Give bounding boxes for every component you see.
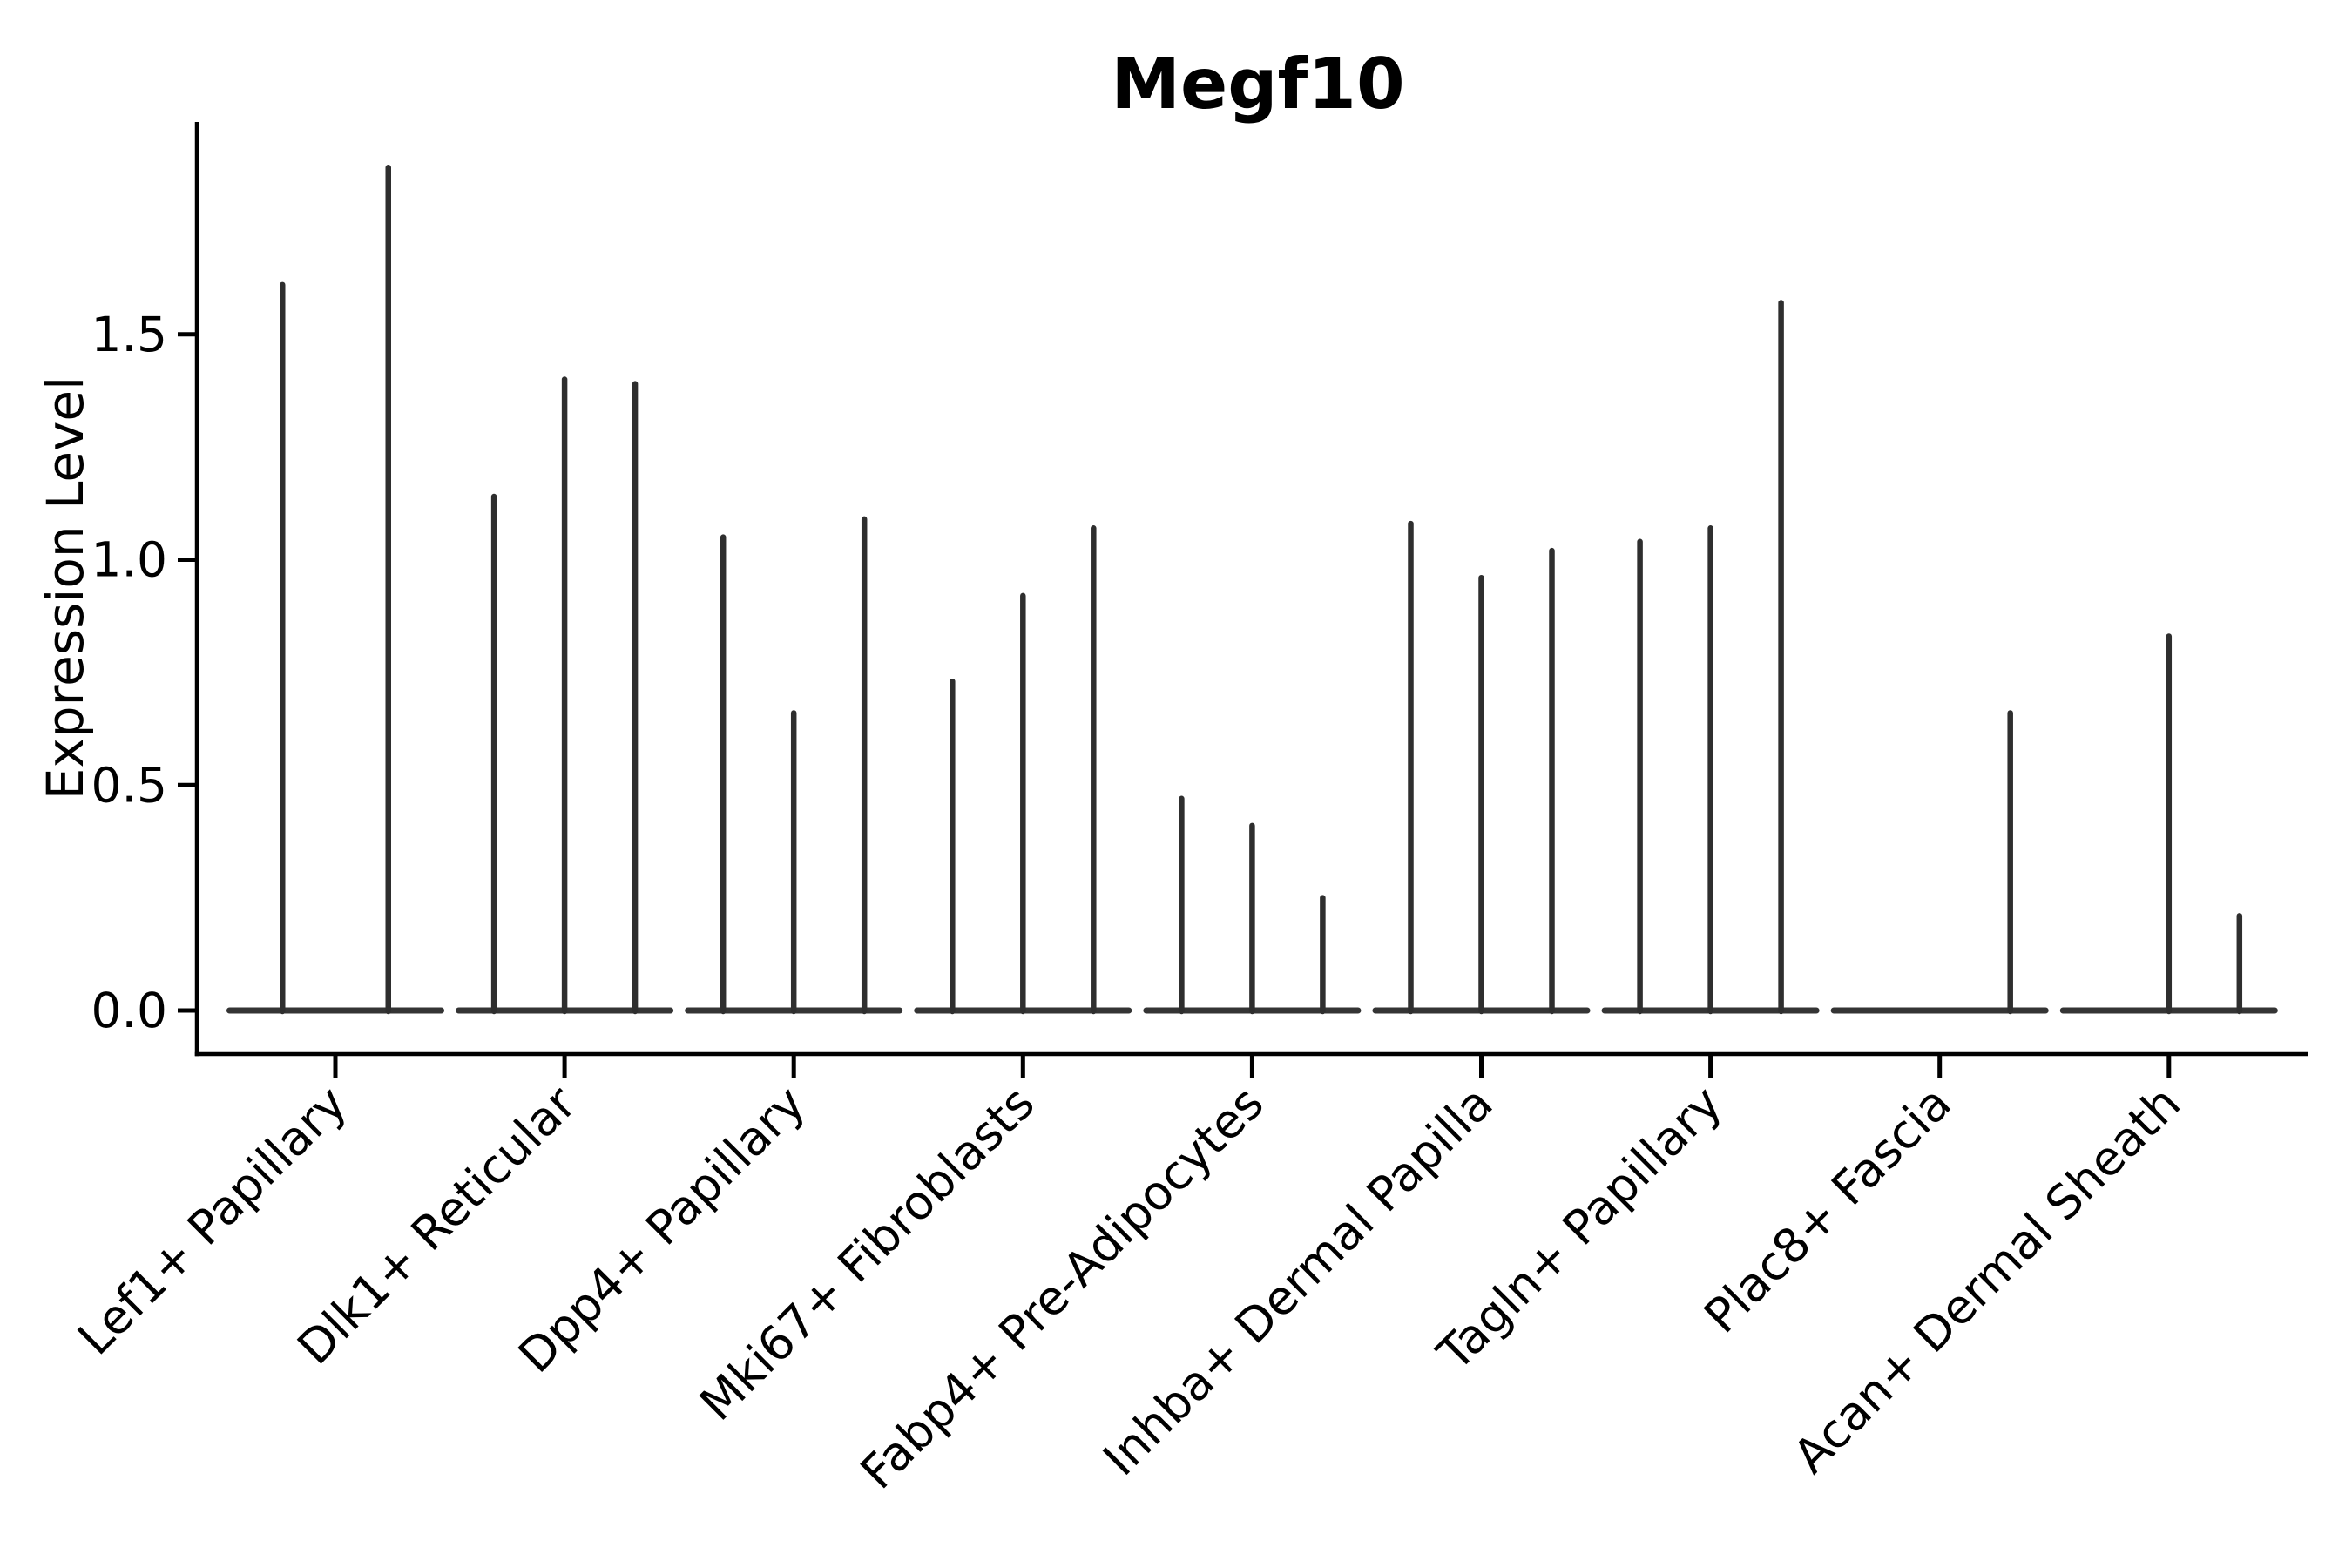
y-tick-label: 0.5 [91, 757, 167, 813]
x-tick-label: Inhba+ Dermal Papilla [1092, 1076, 1503, 1486]
x-tick-label: Plac8+ Fascia [1693, 1076, 1962, 1344]
x-tick-label: Acan+ Dermal Sheath [1783, 1076, 2191, 1484]
y-tick-label: 0.0 [91, 983, 167, 1038]
y-tick-label: 1.0 [91, 532, 167, 588]
y-axis-label: Expression Level [36, 376, 95, 800]
x-tick-label: Fabp4+ Pre-Adipocytes [850, 1076, 1274, 1500]
y-tick-label: 1.5 [91, 307, 167, 362]
chart-title: Megf10 [1111, 44, 1404, 125]
